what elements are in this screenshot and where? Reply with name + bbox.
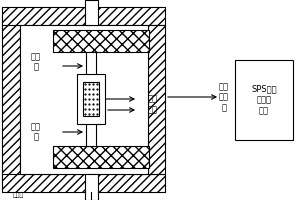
Text: 水冷
真空
室: 水冷 真空 室 [219,82,229,112]
Bar [83,82,99,116]
Text: 粉体: 粉体 [148,95,158,104]
Bar [2,7,165,25]
Bar [77,74,105,124]
Bar [148,25,165,174]
Text: 碘刷框: 碘刷框 [12,192,24,198]
Bar [2,15,20,185]
Bar [85,0,98,25]
Bar [2,174,165,192]
Bar [53,146,149,168]
Text: SPS电源
与控制
系统: SPS电源 与控制 系统 [251,84,277,116]
Bar [235,60,293,140]
Bar [53,30,149,52]
Text: 模具: 模具 [148,106,158,114]
Bar [20,25,148,174]
Bar [86,118,96,146]
Text: 下压
头: 下压 头 [31,122,41,142]
Bar [85,174,98,200]
Text: 上压
头: 上压 头 [31,52,41,72]
Bar [86,52,96,80]
